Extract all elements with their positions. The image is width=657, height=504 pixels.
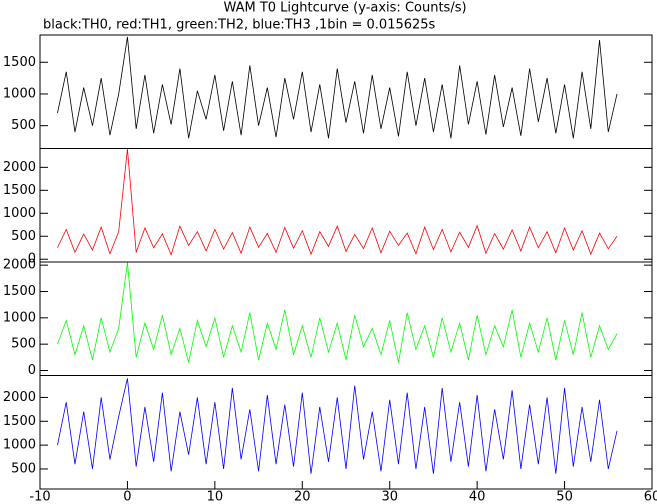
y-tick-label: 0 bbox=[28, 252, 36, 267]
x-tick-label: -10 bbox=[29, 490, 50, 504]
x-tick-label: 10 bbox=[207, 490, 224, 504]
chart-subtitle: black:TH0, red:TH1, green:TH2, blue:TH3 … bbox=[43, 18, 436, 33]
panel-frame bbox=[39, 375, 653, 490]
y-tick-label: 1000 bbox=[3, 206, 36, 221]
y-tick-label: 0 bbox=[28, 363, 36, 378]
x-tick-label: 20 bbox=[294, 490, 311, 504]
y-tick-label: 1500 bbox=[3, 284, 36, 299]
y-tick-label: 500 bbox=[11, 461, 36, 476]
y-tick-label: 500 bbox=[11, 229, 36, 244]
y-tick-label: 1000 bbox=[3, 438, 36, 453]
y-tick-label: 500 bbox=[11, 337, 36, 352]
y-tick-label: 2000 bbox=[3, 390, 36, 405]
x-tick-label: 30 bbox=[381, 490, 398, 504]
x-tick-label: 40 bbox=[469, 490, 486, 504]
y-tick-label: 1000 bbox=[3, 86, 36, 101]
x-tick-label: 60 bbox=[644, 490, 657, 504]
chart-title: WAM T0 Lightcurve (y-axis: Counts/s) bbox=[223, 1, 466, 16]
y-tick-label: 1500 bbox=[3, 183, 36, 198]
y-tick-label: 2000 bbox=[3, 160, 36, 175]
panel-frame bbox=[39, 34, 653, 149]
x-tick-label: 50 bbox=[556, 490, 573, 504]
lightcurve-line bbox=[57, 36, 618, 139]
x-tick-label: 0 bbox=[123, 490, 131, 504]
y-tick-label: 1500 bbox=[3, 414, 36, 429]
y-tick-label: 2000 bbox=[3, 258, 36, 273]
y-tick-label: 500 bbox=[11, 118, 36, 133]
lightcurve-line bbox=[57, 262, 618, 363]
lightcurve-line bbox=[57, 148, 618, 256]
y-tick-label: 1500 bbox=[3, 55, 36, 70]
lightcurve-line bbox=[57, 378, 618, 474]
y-tick-label: 1000 bbox=[3, 310, 36, 325]
